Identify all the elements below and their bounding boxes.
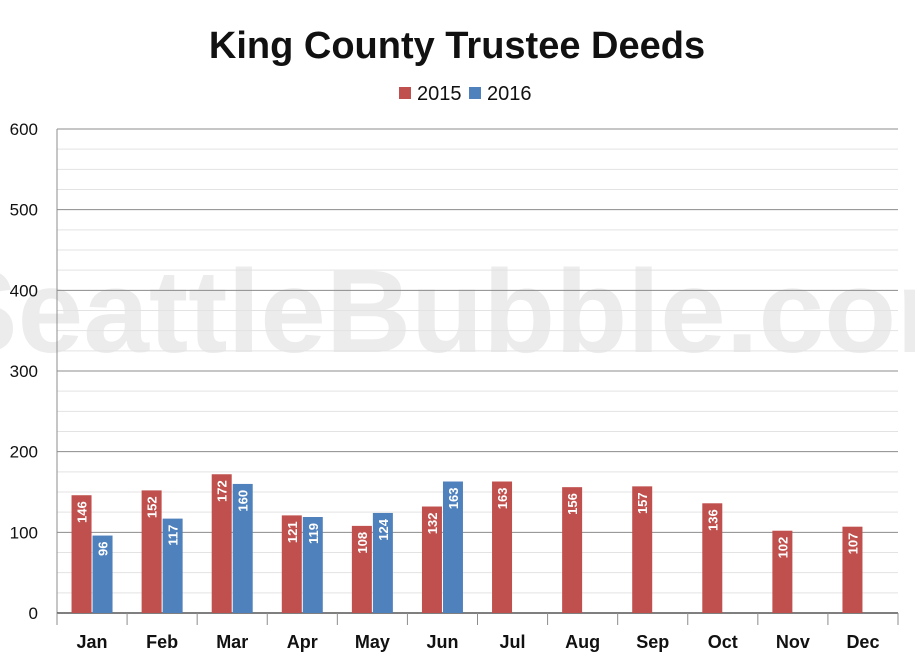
bar-value-label: 160 [236, 490, 251, 512]
y-tick-label: 300 [10, 362, 38, 381]
x-tick-label: May [355, 632, 390, 652]
bar-value-label: 157 [635, 492, 650, 514]
bar-2016 [232, 483, 253, 613]
bar-value-label: 146 [75, 501, 90, 523]
watermark-text: SeattleBubble.com [0, 246, 915, 378]
x-tick-label: Apr [287, 632, 318, 652]
bar-2015 [141, 490, 162, 613]
bar-2015 [632, 486, 653, 613]
x-tick-label: Jan [77, 632, 108, 652]
bar-value-label: 124 [376, 518, 391, 540]
legend: 2015 2016 [399, 83, 532, 105]
x-tick-label: Dec [846, 632, 879, 652]
y-axis: 0 100 200 300 400 500 600 [10, 120, 38, 623]
bar-2015 [772, 530, 793, 613]
bar-2016 [372, 512, 393, 613]
bar-value-label: 117 [166, 525, 181, 546]
bar-2015 [842, 526, 863, 613]
legend-label-2015: 2015 [417, 83, 462, 105]
legend-swatch-2015 [399, 87, 411, 99]
y-tick-label: 200 [10, 443, 38, 462]
bar-value-label: 119 [306, 523, 321, 544]
bar-value-label: 163 [495, 488, 510, 510]
bar-value-label: 163 [446, 488, 461, 510]
bar-2015 [351, 525, 372, 613]
bar-value-label: 132 [425, 513, 440, 535]
bar-value-label: 136 [705, 509, 720, 531]
bar-2015 [71, 495, 92, 613]
y-tick-label: 500 [10, 201, 38, 220]
x-tick-label: Oct [708, 632, 738, 652]
bar-value-label: 107 [845, 533, 860, 555]
bar-value-label: 121 [285, 521, 300, 543]
grid-lines [56, 128, 898, 613]
legend-label-2016: 2016 [487, 83, 532, 105]
chart-title: King County Trustee Deeds [209, 25, 705, 67]
x-tick-label: Mar [216, 632, 248, 652]
bar-value-label: 152 [145, 496, 160, 518]
bar-2015 [702, 503, 723, 613]
bar-2016 [162, 518, 183, 613]
bar-2015 [211, 474, 232, 613]
y-tick-label: 400 [10, 281, 38, 300]
bars: 146 152 172 121 108 132 163 156 157 136 102 107 96 11… [71, 474, 863, 613]
bar-value-label: 172 [215, 480, 230, 502]
x-tick-label: Sep [636, 632, 669, 652]
x-tick-label: Jun [426, 632, 458, 652]
x-tick-label: Aug [565, 632, 600, 652]
bar-value-label: 108 [355, 532, 370, 554]
x-tick-label: Jul [500, 632, 526, 652]
bar-2016 [442, 481, 463, 613]
bar-value-label: 102 [775, 537, 790, 559]
bar-value-label: 96 [96, 542, 111, 556]
y-tick-label: 100 [10, 523, 38, 542]
bar-2015 [492, 481, 513, 613]
x-tick-label: Feb [146, 632, 178, 652]
bar-2015 [421, 506, 442, 613]
bar-2016 [302, 517, 323, 613]
bar-value-label: 156 [565, 493, 580, 515]
y-tick-label: 600 [10, 120, 38, 139]
legend-swatch-2016 [469, 87, 481, 99]
bar-2015 [562, 487, 583, 613]
x-axis: Jan Feb Mar Apr May Jun Jul Aug Sep Oct Nov Dec [56, 612, 899, 652]
x-tick-label: Nov [776, 632, 810, 652]
bar-2015 [281, 515, 302, 613]
y-tick-label: 0 [29, 604, 38, 623]
bar-2016 [92, 535, 113, 613]
